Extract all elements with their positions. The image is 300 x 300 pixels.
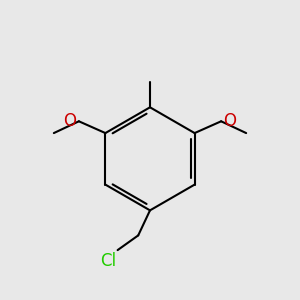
Text: O: O — [64, 112, 76, 130]
Text: Cl: Cl — [100, 252, 116, 270]
Text: O: O — [224, 112, 236, 130]
